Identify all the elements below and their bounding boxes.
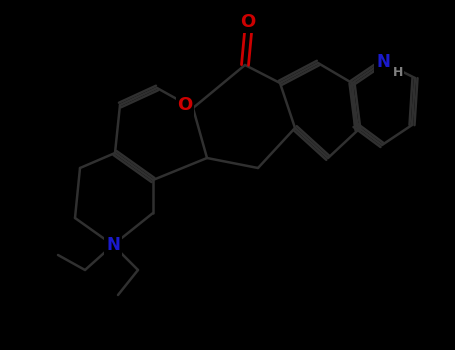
Text: N: N (376, 53, 390, 71)
Text: O: O (240, 13, 256, 31)
Text: N: N (106, 236, 120, 254)
Text: H: H (393, 65, 403, 78)
Text: O: O (177, 96, 192, 114)
